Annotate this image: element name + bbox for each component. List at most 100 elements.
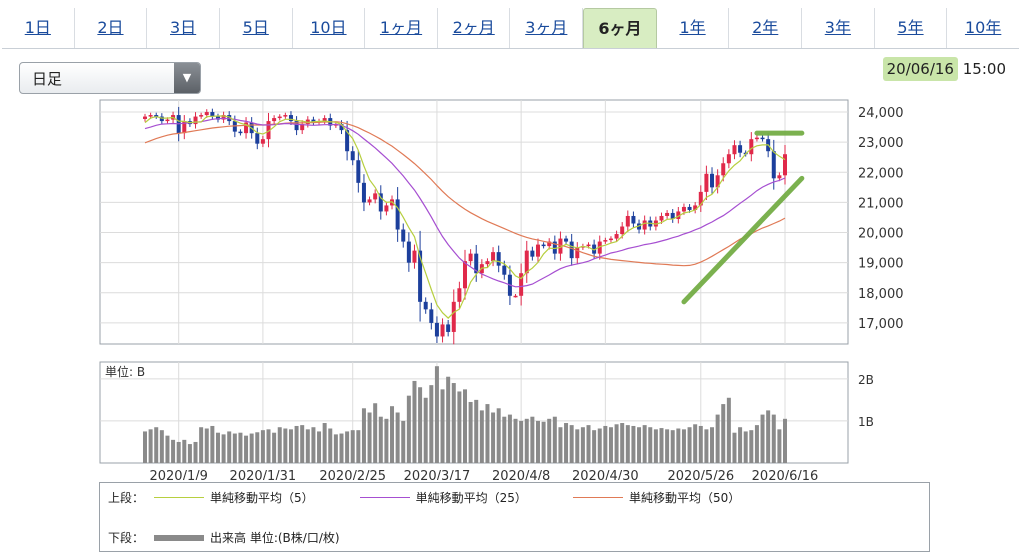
candle-body (552, 241, 557, 254)
volume-bar (575, 429, 580, 463)
date-tick-label: 2020/2/25 (319, 469, 386, 480)
candle-body (704, 173, 709, 192)
candle-body (710, 173, 715, 188)
volume-bar (614, 424, 619, 463)
candle-body (564, 238, 569, 242)
volume-bar (603, 425, 608, 463)
volume-bar (760, 414, 765, 463)
candle-body (698, 191, 703, 206)
candle-body (451, 301, 456, 332)
volume-bar (395, 412, 400, 463)
candle-body (592, 244, 597, 254)
volume-bar (378, 416, 383, 463)
tab-period-10[interactable]: 2年 (729, 8, 803, 48)
candle-body (771, 151, 776, 179)
volume-bar (777, 429, 782, 463)
volume-bar (597, 428, 602, 463)
legend-ma5: 単純移動平均（5） (144, 489, 314, 506)
price-tick-label: 20,000 (858, 227, 904, 242)
volume-bar (305, 429, 310, 463)
volume-bar (193, 441, 198, 463)
legend-ma50: 単純移動平均（50） (563, 489, 740, 506)
candle-body (322, 118, 327, 122)
legend-ma25-label: 単純移動平均（25） (415, 491, 527, 505)
volume-bar (249, 433, 254, 463)
volume-bar (322, 423, 327, 463)
volume-bar (721, 404, 726, 463)
legend-top-row: 上段： 単純移動平均（5） 単純移動平均（25） 単純移動平均（50） (108, 489, 776, 506)
candle-body (597, 241, 602, 254)
candle-body (283, 115, 288, 117)
volume-bar (620, 423, 625, 463)
tab-period-4[interactable]: 10日 (293, 8, 366, 48)
date-tick-label: 2020/4/30 (572, 469, 639, 480)
volume-bar (159, 430, 164, 463)
volume-bar (260, 430, 265, 463)
candle-body (726, 154, 731, 164)
candle-body (434, 322, 439, 337)
candle-body (474, 253, 479, 274)
tab-period-6[interactable]: 2ヶ月 (438, 8, 511, 48)
candle-body (783, 154, 787, 176)
volume-bar (429, 385, 434, 463)
volume-bar (681, 429, 686, 463)
candle-body (148, 115, 153, 117)
volume-bar (479, 410, 484, 463)
volume-bar (552, 416, 557, 463)
tab-period-7[interactable]: 3ヶ月 (510, 8, 584, 48)
chevron-down-icon[interactable]: ▼ (174, 63, 200, 93)
ma5-line (144, 115, 786, 319)
volume-bar (468, 401, 473, 463)
volume-bar (653, 429, 658, 463)
candle-body (412, 250, 417, 263)
candle-body (345, 130, 350, 152)
volume-bar (294, 425, 299, 463)
tab-period-9[interactable]: 1年 (657, 8, 730, 48)
candle-body (143, 116, 147, 119)
candle-body (586, 244, 591, 247)
volume-bar (659, 428, 664, 463)
candle-body (378, 193, 383, 212)
volume-bar (569, 425, 574, 463)
candle-body (384, 205, 389, 212)
legend-ma5-label: 単純移動平均（5） (210, 491, 314, 505)
candle-body (749, 139, 754, 155)
candle-body (311, 119, 316, 123)
candle-type-select[interactable]: 日足 ▼ (19, 62, 201, 94)
volume-bar (625, 425, 630, 463)
tab-period-1[interactable]: 2日 (75, 8, 148, 48)
volume-bar (143, 431, 147, 463)
price-tick-label: 23,000 (858, 136, 904, 151)
volume-bar (373, 403, 378, 463)
volume-bar (384, 418, 389, 463)
volume-bar (451, 383, 456, 463)
tab-period-11[interactable]: 3年 (802, 8, 875, 48)
volume-bar (406, 395, 411, 463)
volume-bar-icon (154, 534, 205, 541)
date-tick-label: 2020/1/9 (149, 469, 207, 480)
volume-bar (749, 430, 754, 463)
candle-body (300, 124, 305, 131)
volume-bar (693, 424, 698, 463)
last-update: 20/06/16 15:00 (882, 57, 1006, 81)
candle-body (429, 309, 434, 323)
volume-bar (519, 420, 524, 463)
tab-period-0[interactable]: 1日 (2, 8, 75, 48)
volume-bar (704, 429, 709, 463)
tab-period-13[interactable]: 10年 (964, 18, 1002, 37)
tab-period-3[interactable]: 5日 (220, 8, 293, 48)
tab-period-8[interactable]: 6ヶ月 (583, 8, 657, 48)
volume-bar (401, 420, 406, 463)
tab-period-12[interactable]: 5年 (875, 8, 948, 48)
candle-body (221, 115, 226, 120)
tab-period-5[interactable]: 1ヶ月 (365, 8, 438, 48)
volume-bar (356, 430, 361, 463)
candle-body (401, 229, 406, 242)
volume-bar (670, 430, 675, 463)
volume-bar (547, 418, 552, 463)
price-tick-label: 24,000 (858, 106, 904, 121)
candle-body (603, 240, 608, 242)
tab-period-2[interactable]: 3日 (147, 8, 220, 48)
price-tick-label: 21,000 (858, 196, 904, 211)
ma25-line (144, 117, 786, 288)
